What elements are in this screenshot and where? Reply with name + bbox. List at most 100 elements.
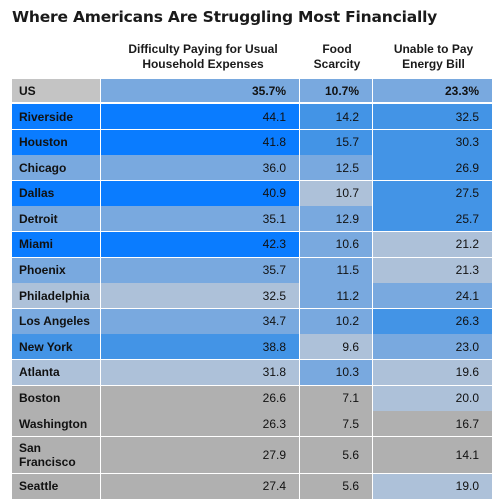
value-cell-energy-bill: 24.1 bbox=[373, 283, 492, 309]
column-header-line: Unable to Pay bbox=[393, 42, 474, 56]
value-cell-household-expenses: 27.4 bbox=[101, 473, 299, 499]
value-cell-household-expenses: 40.9 bbox=[101, 180, 299, 206]
value-cell-household-expenses: 26.3 bbox=[101, 411, 299, 437]
value-cell-energy-bill: 19.6 bbox=[373, 359, 492, 385]
row-label-line: Houston bbox=[19, 135, 68, 150]
row-label-line: Philadelphia bbox=[19, 288, 90, 303]
row-label: US bbox=[12, 79, 100, 102]
row-label-line: Atlanta bbox=[19, 365, 60, 380]
value-cell-household-expenses: 32.5 bbox=[101, 283, 299, 309]
value-cell-household-expenses: 31.8 bbox=[101, 359, 299, 385]
value-cell-food-scarcity: 11.2 bbox=[300, 283, 372, 309]
table-row: Boston 26.6 7.1 20.0 bbox=[12, 385, 492, 411]
row-label-line: Riverside bbox=[19, 109, 74, 124]
value-cell-food-scarcity: 12.5 bbox=[300, 155, 372, 181]
value-cell-energy-bill: 16.7 bbox=[373, 411, 492, 437]
value-cell-energy-bill: 21.2 bbox=[373, 231, 492, 257]
row-label: Los Angeles bbox=[12, 308, 100, 334]
value-cell-household-expenses: 38.8 bbox=[101, 334, 299, 360]
row-label-line: Francisco bbox=[19, 454, 76, 469]
column-header-line: Scarcity bbox=[313, 57, 361, 71]
value-cell-household-expenses: 26.6 bbox=[101, 385, 299, 411]
row-label: New York bbox=[12, 334, 100, 360]
table-row: Philadelphia 32.5 11.2 24.1 bbox=[12, 283, 492, 309]
column-header-line: Energy Bill bbox=[402, 57, 465, 71]
table-row: Phoenix 35.7 11.5 21.3 bbox=[12, 257, 492, 283]
table-row: Atlanta 31.8 10.3 19.6 bbox=[12, 359, 492, 385]
column-header-line: Household Expenses bbox=[142, 57, 264, 71]
value-cell-energy-bill: 23.3% bbox=[373, 79, 492, 102]
value-cell-household-expenses: 35.7% bbox=[101, 79, 299, 102]
row-label-line: Miami bbox=[19, 237, 54, 252]
value-cell-household-expenses: 35.7 bbox=[101, 257, 299, 283]
row-label-line: New York bbox=[19, 339, 73, 354]
row-label: Philadelphia bbox=[12, 283, 100, 309]
row-label: San Francisco bbox=[12, 436, 100, 474]
value-cell-household-expenses: 41.8 bbox=[101, 129, 299, 155]
table-row: San Francisco 27.9 5.6 14.1 bbox=[12, 436, 492, 474]
value-cell-energy-bill: 26.3 bbox=[373, 308, 492, 334]
value-cell-food-scarcity: 11.5 bbox=[300, 257, 372, 283]
value-cell-food-scarcity: 10.7 bbox=[300, 180, 372, 206]
value-cell-household-expenses: 27.9 bbox=[101, 436, 299, 474]
value-cell-food-scarcity: 5.6 bbox=[300, 473, 372, 499]
value-cell-food-scarcity: 7.5 bbox=[300, 411, 372, 437]
value-cell-household-expenses: 42.3 bbox=[101, 231, 299, 257]
row-label: Detroit bbox=[12, 206, 100, 232]
table-row: Chicago 36.0 12.5 26.9 bbox=[12, 155, 492, 181]
row-label: Miami bbox=[12, 231, 100, 257]
row-label-line: Boston bbox=[19, 391, 61, 406]
column-header-line: Difficulty Paying for Usual bbox=[128, 42, 278, 56]
value-cell-energy-bill: 25.7 bbox=[373, 206, 492, 232]
value-cell-food-scarcity: 7.1 bbox=[300, 385, 372, 411]
row-label-line: Dallas bbox=[19, 186, 55, 201]
row-label-line: Detroit bbox=[19, 211, 58, 226]
table-row: Detroit 35.1 12.9 25.7 bbox=[12, 206, 492, 232]
table-row: Miami 42.3 10.6 21.2 bbox=[12, 231, 492, 257]
data-table: US 35.7% 10.7% 23.3% Riverside 44.1 14.2 32.5 Ho… bbox=[12, 79, 492, 499]
column-header-line: Food bbox=[322, 42, 352, 56]
value-cell-energy-bill: 23.0 bbox=[373, 334, 492, 360]
value-cell-energy-bill: 21.3 bbox=[373, 257, 492, 283]
value-cell-energy-bill: 26.9 bbox=[373, 155, 492, 181]
row-label: Chicago bbox=[12, 155, 100, 181]
row-label: Phoenix bbox=[12, 257, 100, 283]
value-cell-energy-bill: 30.3 bbox=[373, 129, 492, 155]
row-label: Boston bbox=[12, 385, 100, 411]
value-cell-food-scarcity: 10.6 bbox=[300, 231, 372, 257]
table-row: Washington 26.3 7.5 16.7 bbox=[12, 411, 492, 437]
value-cell-energy-bill: 19.0 bbox=[373, 473, 492, 499]
table-row: Seattle 27.4 5.6 19.0 bbox=[12, 473, 492, 499]
row-label: Atlanta bbox=[12, 359, 100, 385]
row-label: Washington bbox=[12, 411, 100, 437]
row-label-line: Washington bbox=[19, 416, 88, 431]
table-row: Los Angeles 34.7 10.2 26.3 bbox=[12, 308, 492, 334]
value-cell-food-scarcity: 12.9 bbox=[300, 206, 372, 232]
row-label: Riverside bbox=[12, 104, 100, 129]
value-cell-energy-bill: 32.5 bbox=[373, 104, 492, 129]
value-cell-household-expenses: 36.0 bbox=[101, 155, 299, 181]
value-cell-household-expenses: 34.7 bbox=[101, 308, 299, 334]
value-cell-food-scarcity: 5.6 bbox=[300, 436, 372, 474]
value-cell-household-expenses: 35.1 bbox=[101, 206, 299, 232]
table-row: US 35.7% 10.7% 23.3% bbox=[12, 79, 492, 102]
row-label-line: Los Angeles bbox=[19, 314, 90, 329]
column-header-food-scarcity: Food Scarcity bbox=[301, 42, 373, 72]
table-row: Houston 41.8 15.7 30.3 bbox=[12, 129, 492, 155]
row-label: Houston bbox=[12, 129, 100, 155]
row-label-line: San bbox=[19, 440, 42, 455]
row-label-line: Phoenix bbox=[19, 263, 66, 278]
value-cell-food-scarcity: 10.2 bbox=[300, 308, 372, 334]
table-row: Riverside 44.1 14.2 32.5 bbox=[12, 104, 492, 129]
value-cell-food-scarcity: 10.3 bbox=[300, 359, 372, 385]
table-row: Dallas 40.9 10.7 27.5 bbox=[12, 180, 492, 206]
value-cell-household-expenses: 44.1 bbox=[101, 104, 299, 129]
value-cell-energy-bill: 27.5 bbox=[373, 180, 492, 206]
row-label: Dallas bbox=[12, 180, 100, 206]
chart-title: Where Americans Are Struggling Most Fina… bbox=[12, 8, 438, 26]
value-cell-energy-bill: 20.0 bbox=[373, 385, 492, 411]
row-label-line: US bbox=[19, 83, 36, 98]
value-cell-food-scarcity: 14.2 bbox=[300, 104, 372, 129]
column-header-energy-bill: Unable to Pay Energy Bill bbox=[374, 42, 493, 72]
value-cell-food-scarcity: 10.7% bbox=[300, 79, 372, 102]
